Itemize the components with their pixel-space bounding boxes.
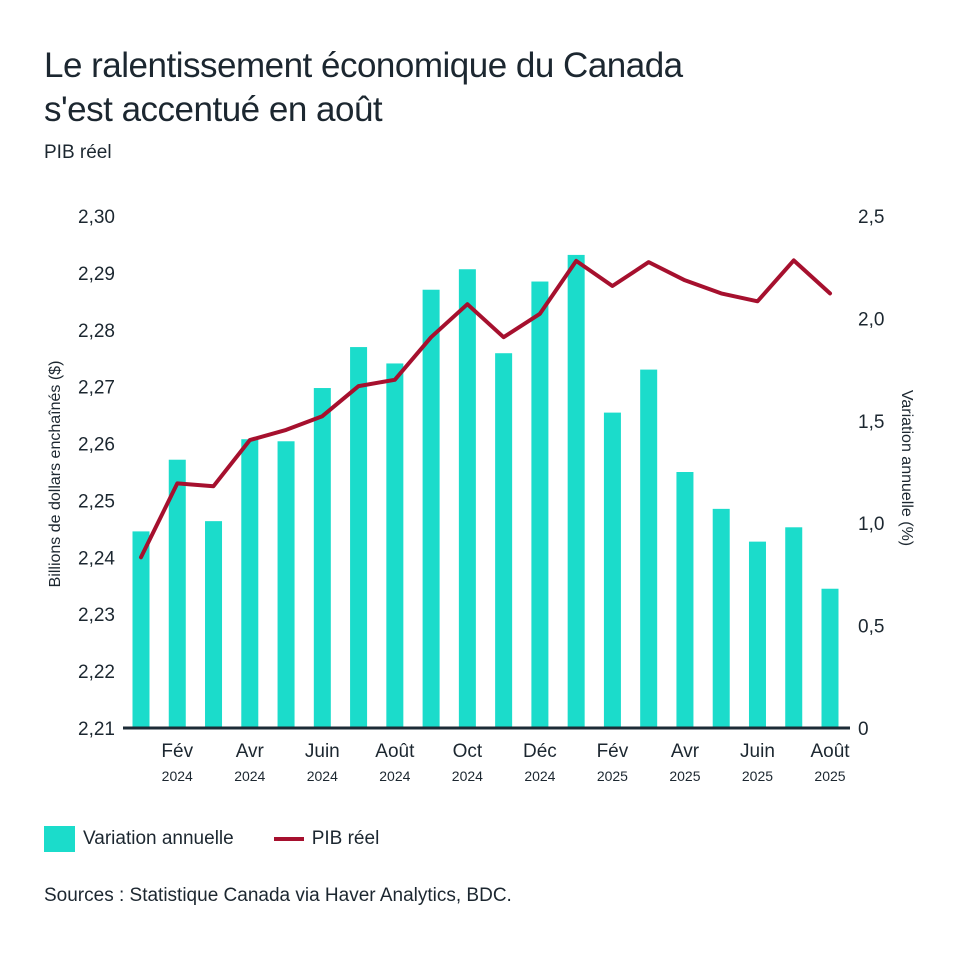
bar-2 [205, 521, 223, 728]
bar-18 [785, 527, 803, 728]
y-left-tick-label: 2,29 [78, 264, 115, 285]
bar-12 [567, 254, 585, 729]
x-tick-year: 2024 [524, 768, 555, 784]
x-tick-year: 2024 [379, 768, 410, 784]
bar-16 [712, 508, 730, 728]
y-left-tick-label: 2,28 [78, 321, 115, 342]
x-tick-year: 2025 [742, 768, 773, 784]
bar-series [132, 254, 839, 729]
y-left-tick-label: 2,22 [78, 662, 115, 683]
bar-6 [350, 347, 368, 728]
y-axis-right-title: Variation annuelle (%) [898, 390, 915, 546]
y-left-tick-label: 2,25 [78, 491, 115, 512]
y-axis-left-title: Billions de dollars enchaînés ($) [47, 361, 64, 588]
y-right-tick-label: 2,5 [858, 207, 884, 228]
x-tick-month: Fév [597, 741, 629, 762]
x-tick-year: 2025 [814, 768, 845, 784]
pib-line [139, 258, 832, 560]
y-left-tick-label: 2,26 [78, 435, 115, 456]
x-tick-year: 2025 [669, 768, 700, 784]
chart-title: Le ralentissement économique du Canada s… [44, 44, 844, 132]
x-tick-year: 2024 [162, 768, 193, 784]
bar-4 [277, 441, 295, 728]
chart-title-line-1: Le ralentissement économique du Canada [44, 46, 683, 85]
legend-item-pib[interactable]: PIB réel [273, 828, 380, 850]
legend: Variation annuelle PIB réel [44, 826, 419, 852]
x-tick-year: 2024 [452, 768, 483, 784]
legend-line-swatch [273, 837, 304, 841]
x-tick-month: Juin [740, 741, 775, 762]
legend-item-variation[interactable]: Variation annuelle [44, 826, 234, 852]
y-left-tick-label: 2,27 [78, 378, 115, 399]
y-right-tick-label: 0 [858, 719, 869, 740]
y-right-tick-label: 1,0 [858, 514, 884, 535]
bar-19 [821, 588, 839, 728]
x-tick-month: Déc [523, 741, 557, 762]
chart-subtitle: PIB réel [44, 142, 112, 163]
y-right-tick-label: 2,0 [858, 309, 884, 330]
bar-3 [241, 439, 259, 728]
y-right-tick-label: 0,5 [858, 617, 884, 638]
x-tick-month: Oct [453, 741, 483, 762]
bar-8 [422, 289, 440, 728]
y-right-tick-label: 1,5 [858, 412, 884, 433]
bar-9 [458, 269, 476, 728]
y-axis-left: 2,21 2,22 2,23 2,24 2,25 2,26 2,27 2,28 2,29 2,30 [78, 207, 115, 740]
x-tick-month: Août [375, 741, 415, 762]
legend-label-pib: PIB réel [311, 828, 380, 849]
x-tick-month: Avr [671, 741, 700, 762]
bar-10 [495, 353, 513, 728]
x-tick-month: Août [810, 741, 850, 762]
legend-bar-swatch [44, 826, 75, 852]
bar-5 [313, 388, 331, 728]
legend-label-variation: Variation annuelle [83, 828, 234, 849]
x-tick-month: Avr [236, 741, 265, 762]
x-tick-month: Juin [305, 741, 340, 762]
bar-11 [531, 281, 549, 728]
y-left-tick-label: 2,30 [78, 207, 115, 228]
x-tick-month: Fév [161, 741, 193, 762]
x-axis-labels: Fév 2024 Avr 2024 Juin 2024 Août 2024 Oct 2024 Déc… [161, 741, 850, 784]
bar-1 [168, 459, 186, 728]
sources-note: Sources : Statistique Canada via Haver A… [44, 885, 512, 906]
x-tick-year: 2025 [597, 768, 628, 784]
bar-13 [603, 412, 621, 728]
y-left-tick-label: 2,24 [78, 548, 115, 569]
bar-7 [386, 363, 404, 728]
y-left-tick-label: 2,23 [78, 605, 115, 626]
line-series [139, 258, 832, 560]
bar-14 [640, 369, 658, 728]
chart-title-line-2: s'est accentué en août [44, 90, 383, 129]
x-tick-year: 2024 [234, 768, 265, 784]
bar-0 [132, 531, 150, 728]
y-axis-right: 0 0,5 1,0 1,5 2,0 2,5 [858, 207, 884, 740]
bar-15 [676, 472, 694, 728]
x-tick-year: 2024 [307, 768, 338, 784]
bar-17 [748, 541, 766, 728]
y-left-tick-label: 2,21 [78, 719, 115, 740]
